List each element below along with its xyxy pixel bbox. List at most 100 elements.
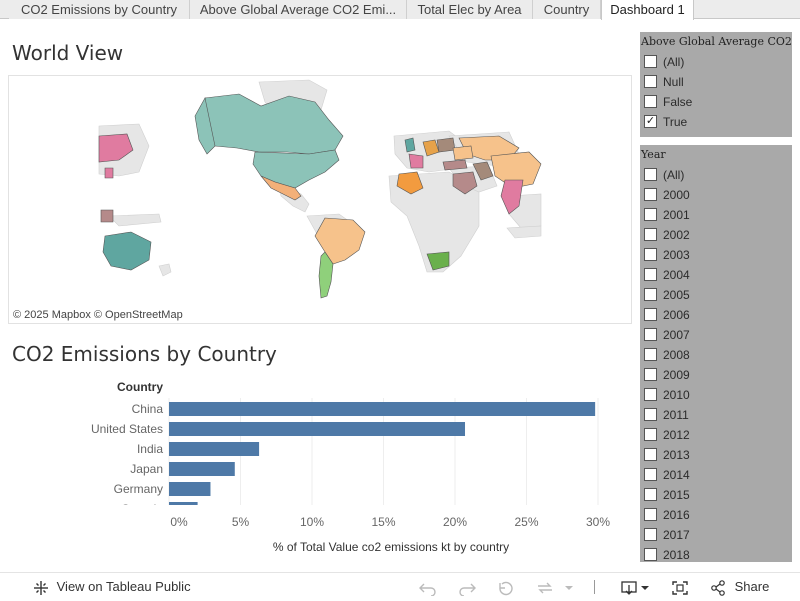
country-korea[interactable] [104, 167, 114, 179]
country-mexico[interactable] [260, 175, 302, 201]
year-option[interactable]: 2002 [640, 225, 792, 245]
year-option[interactable]: 2012 [640, 425, 792, 445]
x-tick-label: 15% [371, 515, 395, 529]
checkbox[interactable] [644, 248, 657, 261]
share-button[interactable]: Share [710, 573, 769, 601]
checkbox[interactable] [644, 388, 657, 401]
checkbox[interactable] [644, 55, 657, 68]
country-alaska[interactable] [194, 97, 216, 155]
country-australia[interactable] [102, 231, 152, 271]
refresh-dropdown-icon[interactable] [564, 573, 574, 601]
year-option[interactable]: 2009 [640, 365, 792, 385]
above-average-option-label: False [663, 95, 693, 109]
checkbox[interactable] [644, 75, 657, 88]
country-usa[interactable] [252, 149, 340, 189]
tab-country[interactable]: Country [533, 0, 601, 19]
checkbox[interactable] [644, 95, 657, 108]
checkbox[interactable] [644, 448, 657, 461]
checkbox[interactable] [644, 188, 657, 201]
world-map[interactable]: © 2025 Mapbox © OpenStreetMap [8, 75, 632, 324]
country-india[interactable] [500, 179, 524, 215]
bar-canada[interactable] [169, 502, 198, 505]
above-average-option[interactable]: Null [640, 72, 792, 92]
country-south-africa[interactable] [426, 251, 450, 271]
country-argentina[interactable] [318, 251, 334, 299]
year-option-label: (All) [663, 168, 685, 182]
year-option[interactable]: (All) [640, 165, 792, 185]
checkbox[interactable] [644, 268, 657, 281]
checkbox[interactable] [644, 528, 657, 541]
above-average-option[interactable]: (All) [640, 52, 792, 72]
year-option[interactable]: 2010 [640, 385, 792, 405]
above-average-option[interactable]: False [640, 92, 792, 112]
above-average-option[interactable]: ✓ True [640, 112, 792, 132]
year-option[interactable]: 2017 [640, 525, 792, 545]
checkbox[interactable] [644, 408, 657, 421]
year-option[interactable]: 2000 [640, 185, 792, 205]
bar-germany[interactable] [169, 482, 211, 496]
filter-year[interactable]: Year (All) 2000 2001 2002 2003 2004 2005 2006 20… [640, 145, 792, 562]
tab-total-elec-by-area[interactable]: Total Elec by Area [407, 0, 533, 19]
year-option[interactable]: 2005 [640, 285, 792, 305]
checkbox[interactable] [644, 208, 657, 221]
year-option[interactable]: 2003 [640, 245, 792, 265]
year-option[interactable]: 2008 [640, 345, 792, 365]
country-algeria[interactable] [396, 171, 424, 195]
checkbox[interactable] [644, 428, 657, 441]
checkbox[interactable] [644, 488, 657, 501]
year-option[interactable]: 2004 [640, 265, 792, 285]
fullscreen-icon[interactable] [671, 573, 689, 601]
year-option[interactable]: 2016 [640, 505, 792, 525]
year-option[interactable]: 2011 [640, 405, 792, 425]
undo-icon[interactable] [418, 573, 438, 601]
year-option[interactable]: 2014 [640, 465, 792, 485]
bar-china[interactable] [169, 402, 596, 416]
year-option[interactable]: 2006 [640, 305, 792, 325]
country-turkey[interactable] [442, 159, 468, 171]
checkbox[interactable] [644, 508, 657, 521]
download-icon[interactable] [620, 573, 650, 601]
country-indonesia[interactable] [100, 209, 114, 223]
tab-above-global-average[interactable]: Above Global Average CO2 Emi... [190, 0, 407, 19]
year-option[interactable]: 2013 [640, 445, 792, 465]
country-poland[interactable] [436, 137, 456, 153]
country-brazil[interactable] [314, 217, 366, 265]
refresh-icon[interactable] [535, 573, 555, 601]
view-on-tableau-public-link[interactable]: View on Tableau Public [33, 573, 191, 601]
country-uk[interactable] [404, 137, 416, 153]
checkbox-checked[interactable]: ✓ [644, 115, 657, 128]
checkbox[interactable] [644, 288, 657, 301]
bar-united-states[interactable] [169, 422, 466, 436]
map-attribution[interactable]: © 2025 Mapbox © OpenStreetMap [13, 309, 183, 321]
bar-india[interactable] [169, 442, 260, 456]
country-iran[interactable] [472, 161, 494, 181]
tab-dashboard-1[interactable]: Dashboard 1 [601, 0, 694, 20]
year-option[interactable]: 2007 [640, 325, 792, 345]
country-saudi-arabia[interactable] [452, 171, 478, 195]
checkbox[interactable] [644, 168, 657, 181]
checkbox[interactable] [644, 228, 657, 241]
bar-japan[interactable] [169, 462, 235, 476]
year-option[interactable]: 2015 [640, 485, 792, 505]
country-ukraine[interactable] [452, 145, 474, 161]
checkbox[interactable] [644, 328, 657, 341]
checkbox[interactable] [644, 548, 657, 561]
checkbox[interactable] [644, 468, 657, 481]
world-map-canvas[interactable] [9, 76, 632, 324]
revert-icon[interactable] [497, 573, 517, 601]
checkbox[interactable] [644, 348, 657, 361]
year-option-label: 2001 [663, 208, 690, 222]
redo-icon[interactable] [457, 573, 477, 601]
country-france[interactable] [408, 153, 424, 169]
country-china[interactable] [490, 151, 542, 189]
year-option[interactable]: 2001 [640, 205, 792, 225]
checkbox[interactable] [644, 368, 657, 381]
year-option-label: 2012 [663, 428, 690, 442]
year-option[interactable]: 2018 [640, 545, 792, 562]
checkbox[interactable] [644, 308, 657, 321]
above-average-option-label: True [663, 115, 688, 129]
tab-co2-emissions-by-country[interactable]: CO2 Emissions by Country [9, 0, 190, 19]
land-new-guinea [108, 213, 162, 227]
country-japan[interactable] [98, 133, 134, 163]
year-option-label: 2004 [663, 268, 690, 282]
